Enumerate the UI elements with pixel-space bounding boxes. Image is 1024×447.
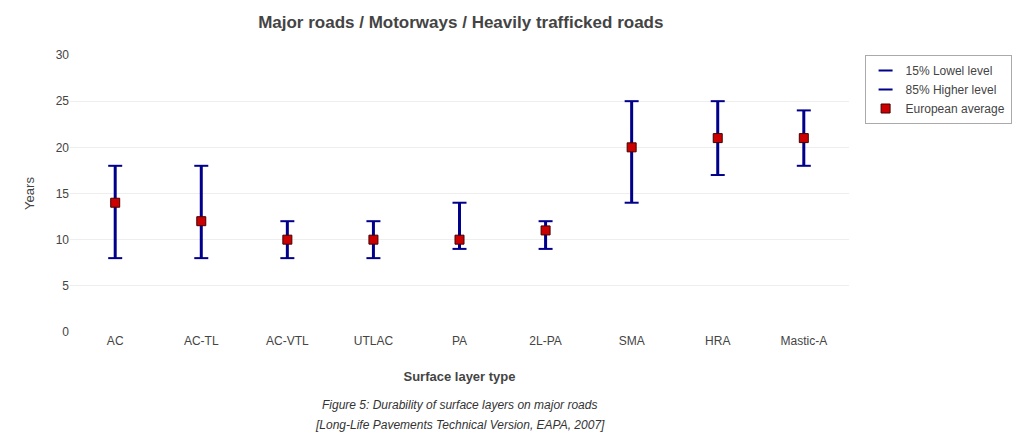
svg-text:25: 25 xyxy=(56,94,70,108)
svg-text:10: 10 xyxy=(56,233,70,247)
svg-text:15% Lowel level: 15% Lowel level xyxy=(906,64,993,78)
svg-text:Figure 5: Durability of surfac: Figure 5: Durability of surface layers o… xyxy=(322,398,597,412)
svg-text:AC-VTL: AC-VTL xyxy=(266,334,309,348)
svg-text:30: 30 xyxy=(56,48,70,62)
svg-text:5: 5 xyxy=(62,279,69,293)
svg-text:Major roads / Motorways / Heav: Major roads / Motorways / Heavily traffi… xyxy=(258,13,663,32)
svg-text:0: 0 xyxy=(62,325,69,339)
svg-text:Surface layer type: Surface layer type xyxy=(403,369,515,384)
svg-text:Mastic-A: Mastic-A xyxy=(780,334,827,348)
svg-text:SMA: SMA xyxy=(619,334,645,348)
svg-text:AC: AC xyxy=(107,334,124,348)
svg-text:AC-TL: AC-TL xyxy=(184,334,219,348)
svg-text:HRA: HRA xyxy=(705,334,730,348)
svg-text:Years: Years xyxy=(22,177,37,210)
svg-text:15: 15 xyxy=(56,187,70,201)
svg-text:PA: PA xyxy=(452,334,467,348)
svg-text:85% Higher level: 85% Higher level xyxy=(906,83,997,97)
svg-text:European average: European average xyxy=(906,102,1005,116)
svg-text:UTLAC: UTLAC xyxy=(354,334,394,348)
svg-text:2L-PA: 2L-PA xyxy=(529,334,561,348)
svg-text:20: 20 xyxy=(56,141,70,155)
svg-text:[Long-Life Pavements Technical: [Long-Life Pavements Technical Version, … xyxy=(315,418,605,432)
